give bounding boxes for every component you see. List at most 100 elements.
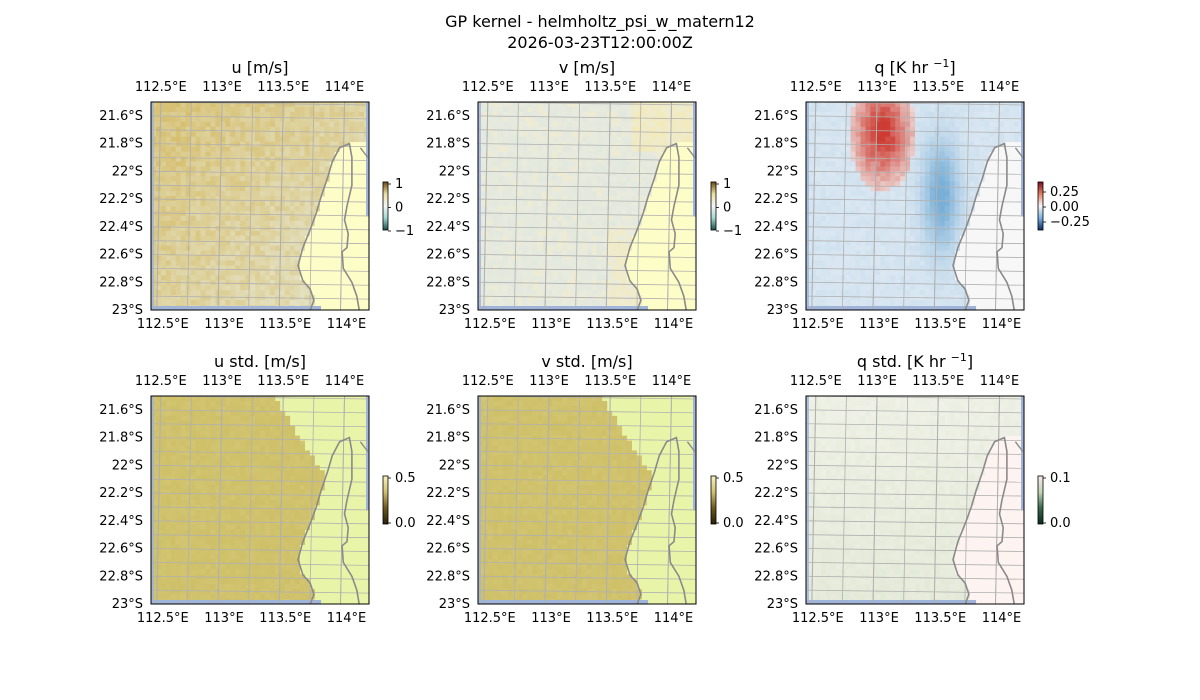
lon-tick-bottom: 112.5°E bbox=[792, 317, 844, 332]
map-panel-ustd: u std. [m/s] 112.5°E 112.5°E 113°E 113°E 113.… bbox=[99, 352, 415, 626]
lon-tick-top: 113°E bbox=[529, 80, 569, 95]
coastline bbox=[952, 142, 1015, 310]
lat-tick: 22.4°S bbox=[426, 514, 470, 529]
lat-tick: 21.8°S bbox=[99, 137, 143, 152]
lat-tick: 21.8°S bbox=[754, 137, 798, 152]
colorbar-vstd: 0.5 0.0 bbox=[710, 471, 744, 531]
lon-tick-top: 114°E bbox=[980, 374, 1020, 389]
lon-tick-bottom: 113°E bbox=[859, 611, 899, 626]
lon-tick-top: 112.5°E bbox=[462, 374, 514, 389]
lon-tick-bottom: 113.5°E bbox=[259, 317, 311, 332]
colorbar-v: 1 0 −1 bbox=[710, 177, 742, 239]
lon-tick-top: 113°E bbox=[857, 374, 897, 389]
map-panel-qstd: q std. [K hr −1] 112.5°E 112.5°E 113°E 113°E… bbox=[754, 351, 1070, 626]
lon-tick-top: 113°E bbox=[529, 374, 569, 389]
colorbar-qstd: 0.1 0.0 bbox=[1037, 471, 1071, 531]
lon-tick-top: 114°E bbox=[652, 80, 692, 95]
graticule bbox=[478, 102, 696, 310]
lat-tick: 21.8°S bbox=[754, 431, 798, 446]
map-panel-u: u [m/s]112.5°E112.5°E113°E113°E113.5°E11… bbox=[99, 58, 414, 332]
panel-frame bbox=[477, 395, 697, 605]
lat-tick: 22.6°S bbox=[426, 248, 470, 263]
lat-tick: 22.6°S bbox=[99, 542, 143, 557]
lat-tick: 21.8°S bbox=[426, 431, 470, 446]
lon-tick-top: 112.5°E bbox=[135, 374, 187, 389]
lat-tick: 21.8°S bbox=[99, 431, 143, 446]
lon-tick-bottom: 113°E bbox=[859, 317, 899, 332]
lat-tick: 22.8°S bbox=[99, 275, 143, 290]
graticule bbox=[151, 102, 369, 310]
lon-tick-top: 112.5°E bbox=[790, 80, 842, 95]
colorbar-tick: −0.25 bbox=[1050, 215, 1090, 230]
lon-tick-top: 113°E bbox=[857, 80, 897, 95]
lon-tick-top: 113°E bbox=[202, 80, 242, 95]
colorbar-tick: 0.5 bbox=[723, 471, 744, 486]
lat-tick: 23°S bbox=[439, 597, 470, 612]
lon-tick-top: 114°E bbox=[325, 374, 365, 389]
lon-tick-top: 112.5°E bbox=[790, 374, 842, 389]
lat-tick: 22°S bbox=[439, 164, 470, 179]
lat-tick: 22°S bbox=[767, 458, 798, 473]
lon-tick-bottom: 113.5°E bbox=[914, 611, 966, 626]
lat-tick: 22.8°S bbox=[754, 275, 798, 290]
lat-tick: 22.2°S bbox=[99, 192, 143, 207]
coastline bbox=[624, 142, 687, 310]
lat-tick: 23°S bbox=[112, 597, 143, 612]
coastline bbox=[624, 436, 687, 604]
lon-tick-bottom: 112.5°E bbox=[137, 317, 189, 332]
figure-timestamp: 2026-03-23T12:00:00Z bbox=[507, 33, 693, 52]
panel-title-ustd: u std. [m/s] bbox=[214, 352, 306, 371]
colorbar-tick: 1 bbox=[723, 177, 731, 192]
lon-tick-bottom: 114°E bbox=[654, 611, 694, 626]
lat-tick: 22.4°S bbox=[426, 220, 470, 235]
colorbar-tick: 0.5 bbox=[395, 471, 416, 486]
panel-title-v: v [m/s] bbox=[559, 58, 615, 77]
lat-tick: 21.8°S bbox=[426, 137, 470, 152]
lon-tick-bottom: 113.5°E bbox=[586, 611, 638, 626]
colorbar-tick: 0 bbox=[395, 201, 403, 216]
lon-tick-bottom: 113°E bbox=[531, 317, 571, 332]
lat-tick: 22.8°S bbox=[426, 275, 470, 290]
lon-tick-bottom: 112.5°E bbox=[464, 317, 516, 332]
lat-tick: 21.6°S bbox=[426, 403, 470, 418]
lon-tick-bottom: 112.5°E bbox=[137, 611, 189, 626]
panel-frame bbox=[477, 101, 697, 311]
lat-tick: 23°S bbox=[767, 597, 798, 612]
lon-tick-top: 112.5°E bbox=[135, 80, 187, 95]
coastline bbox=[297, 142, 360, 310]
lon-tick-bottom: 113.5°E bbox=[586, 317, 638, 332]
lon-tick-top: 114°E bbox=[980, 80, 1020, 95]
colorbar-tick: 0.00 bbox=[1050, 200, 1079, 215]
colorbar-u: 1 0 −1 bbox=[382, 177, 414, 239]
lon-tick-bottom: 114°E bbox=[327, 611, 367, 626]
lon-tick-top: 113°E bbox=[202, 374, 242, 389]
lat-tick: 22.2°S bbox=[754, 486, 798, 501]
lon-tick-bottom: 113°E bbox=[531, 611, 571, 626]
lon-tick-bottom: 113.5°E bbox=[914, 317, 966, 332]
lon-tick-top: 113.5°E bbox=[584, 374, 636, 389]
lon-tick-top: 113.5°E bbox=[257, 80, 309, 95]
lon-tick-top: 112.5°E bbox=[462, 80, 514, 95]
graticule bbox=[478, 396, 696, 604]
lon-tick-top: 113.5°E bbox=[912, 80, 964, 95]
lon-tick-bottom: 113°E bbox=[204, 611, 244, 626]
colorbar-tick: −1 bbox=[723, 224, 742, 239]
panel-title-qstd: q std. [K hr −1] bbox=[857, 351, 973, 371]
lon-tick-bottom: 114°E bbox=[982, 611, 1022, 626]
panel-title-u: u [m/s] bbox=[231, 58, 288, 77]
lat-tick: 23°S bbox=[439, 303, 470, 318]
panel-title-q: q [K hr −1] bbox=[874, 57, 955, 77]
panel-frame bbox=[150, 395, 370, 605]
lat-tick: 23°S bbox=[767, 303, 798, 318]
lat-tick: 22.4°S bbox=[754, 514, 798, 529]
graticule bbox=[151, 396, 369, 604]
lat-tick: 22.4°S bbox=[99, 220, 143, 235]
lat-tick: 22.6°S bbox=[754, 248, 798, 263]
figure-title: GP kernel - helmholtz_psi_w_matern12 bbox=[445, 12, 755, 31]
lon-tick-bottom: 112.5°E bbox=[464, 611, 516, 626]
lat-tick: 22.6°S bbox=[426, 542, 470, 557]
map-panel-vstd: v std. [m/s] 112.5°E 112.5°E 113°E 113°E 113.… bbox=[426, 352, 743, 626]
colorbar-tick: 0.0 bbox=[395, 516, 416, 531]
lat-tick: 22°S bbox=[439, 458, 470, 473]
